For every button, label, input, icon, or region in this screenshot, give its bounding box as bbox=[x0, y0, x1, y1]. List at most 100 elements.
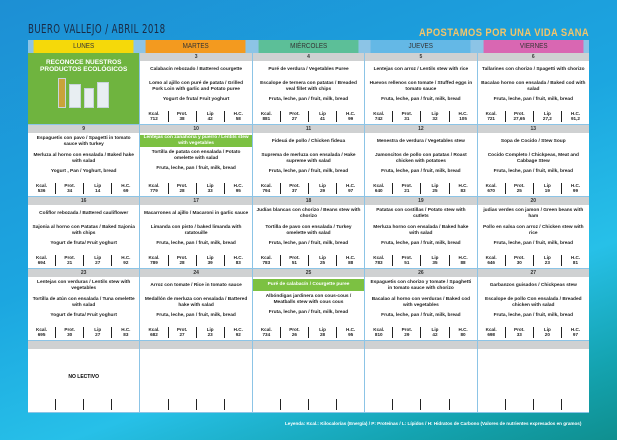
day-cell: 12 Menestra de verdura / Vegetables stew J… bbox=[365, 125, 477, 197]
nutrient-hc: H.C. 97 bbox=[336, 183, 364, 194]
nutrient-lip: Lip 27 bbox=[83, 327, 111, 338]
day-number: 19 bbox=[365, 197, 477, 205]
nutrient-kcal bbox=[28, 399, 55, 410]
first-course: Puré de verdura / Vegetables Puree bbox=[268, 66, 349, 72]
nutrition-row: Kcal. 881 Prot. 27 Lip 41 H.C. 99 bbox=[253, 111, 364, 122]
nutrient-prot bbox=[55, 399, 83, 410]
second-course: Escalope de pollo Con ensalada / Breaded… bbox=[485, 296, 582, 308]
day-number: 25 bbox=[252, 269, 365, 277]
nutrient-kcal: Kcal. 783 bbox=[373, 255, 385, 265]
nutrition-row bbox=[478, 399, 589, 410]
day-cell: 5 Lentejas con arroz / Lentils stew with … bbox=[365, 53, 477, 125]
dessert: Fruta, leche, pan / fruit, milk, bread bbox=[381, 169, 461, 174]
second-course: Tortilla de atún con ensalada / Tuna ome… bbox=[32, 296, 135, 308]
nutrition-row bbox=[140, 399, 251, 410]
nutrition-row: Kcal. 783 Prot. 51 Lip 25 H.C. 88 bbox=[253, 255, 364, 266]
nutrient-hc bbox=[448, 399, 477, 410]
nutrient-prot: Prot. 27 bbox=[279, 111, 308, 122]
dessert: Yogurt de fruta/ Fruit yoghurt bbox=[162, 97, 230, 102]
nutrient-lip bbox=[195, 399, 224, 410]
day-cell bbox=[140, 341, 252, 413]
nutrient-lip bbox=[420, 399, 448, 410]
day-header: MIÉRCOLES bbox=[258, 40, 359, 53]
nutrient-kcal bbox=[140, 399, 167, 410]
second-course: Medallón de merluza con ensalada / Batte… bbox=[144, 296, 248, 308]
nutrient-prot: Prot. 29 bbox=[392, 327, 420, 338]
nutrient-kcal: Kcal. 695 bbox=[36, 327, 48, 337]
second-course: Merluza horno con ensalada / Baked hake … bbox=[373, 224, 469, 236]
nutrient-kcal: Kcal. 794 bbox=[260, 183, 272, 193]
first-course: Espaguetis con pavo / Spagetti in tomato… bbox=[36, 135, 131, 147]
second-course: Escalope de ternera con patatas / Breade… bbox=[260, 80, 357, 92]
dessert: Fruta, leche, pan / fruit, milk, bread bbox=[156, 166, 236, 171]
nutrient-lip: Lip 27,2 bbox=[532, 111, 561, 122]
dessert: Fruta, leche, pan / fruit, milk, bread bbox=[268, 241, 349, 246]
nutrient-kcal: Kcal. 698 bbox=[485, 327, 497, 337]
day-number: 6 bbox=[477, 53, 589, 61]
first-course: Judías blancas con chorizo / Beans stew … bbox=[256, 207, 361, 219]
day-number: 23 bbox=[28, 269, 140, 277]
nutrient-kcal bbox=[478, 399, 505, 410]
nutrient-kcal: Kcal. 783 bbox=[260, 255, 272, 265]
second-course: Lomo al ajillo con puré de patata / Gril… bbox=[149, 80, 243, 92]
dessert: Fruta, leche, pan / fruit, milk, bread bbox=[493, 97, 574, 102]
day-number: 3 bbox=[140, 53, 252, 61]
nutrient-lip: Lip 14 bbox=[83, 183, 111, 194]
day-cell: 6 Tallarines con chorizo / Spagetti with … bbox=[477, 53, 589, 125]
dessert: Yogurt de fruta/ Fruit yoghurt bbox=[50, 313, 117, 318]
first-course: judias verdes con jamon / Green beans wi… bbox=[483, 207, 584, 219]
first-course: Espaguetis con chorizo y tomate / Spaghe… bbox=[370, 279, 472, 291]
first-course: Puré de calabacín / Courgette puree bbox=[252, 279, 365, 291]
day-number: 13 bbox=[477, 125, 589, 133]
day-number bbox=[365, 341, 477, 349]
nutrient-prot: Prot. 51 bbox=[392, 255, 420, 266]
nutrient-hc: H.C. 88 bbox=[336, 255, 364, 266]
nutrient-kcal: Kcal. 789 bbox=[148, 255, 160, 265]
nutrient-lip: Lip 27 bbox=[83, 255, 111, 266]
day-number: 5 bbox=[365, 53, 477, 61]
nutrition-row: Kcal. 810 Prot. 29 Lip 42 H.C. 80 bbox=[365, 327, 476, 338]
nutrient-prot: Prot. 30 bbox=[55, 327, 83, 338]
day-number: 20 bbox=[477, 197, 589, 205]
nutrient-lip: Lip 28 bbox=[307, 327, 336, 338]
nutrition-row: Kcal. 712 Prot. 38 Lip 42 H.C. 58 bbox=[140, 111, 251, 122]
nutrient-kcal: Kcal. 881 bbox=[260, 111, 272, 121]
second-course: Suprema de merluza con ensalada / Hake s… bbox=[261, 152, 356, 164]
day-cell: NO LECTIVO bbox=[28, 341, 140, 413]
day-number: 9 bbox=[28, 125, 140, 133]
nutrient-lip: Lip 42 bbox=[195, 111, 224, 122]
nutrient-lip: Lip 23 bbox=[532, 255, 561, 266]
day-cell: 20 judias verdes con jamon / Green beans … bbox=[477, 197, 589, 269]
nutrient-kcal: Kcal. 694 bbox=[36, 255, 48, 265]
nutrient-lip: Lip 29 bbox=[307, 183, 336, 194]
nutrient-hc: H.C. 95 bbox=[223, 183, 252, 194]
second-course: Huevos rellenos con tomate / Stuffed egg… bbox=[369, 80, 473, 92]
nutrient-prot: Prot. 25 bbox=[504, 183, 533, 194]
day-cell: 19 Patatas con costillas / Potato stew wi… bbox=[365, 197, 477, 269]
day-header: MARTES bbox=[145, 40, 247, 53]
second-course: Sajonia al horno con Patatas / Baked Saj… bbox=[32, 224, 135, 236]
nutrient-hc: H.C. 99 bbox=[560, 183, 589, 194]
nutrient-hc: H.C. 83 bbox=[448, 183, 477, 194]
nutrient-hc: H.C. 58 bbox=[223, 111, 252, 122]
nutrient-hc: H.C. 88 bbox=[448, 255, 477, 266]
second-course: Tortilla de pavo con ensalada / Turkey o… bbox=[265, 224, 352, 236]
day-cell: 11 Fideuá de pollo / Chicken fideua Suprem… bbox=[252, 125, 365, 197]
first-course: Lentejas con arroz / Lentils stew with r… bbox=[373, 66, 469, 72]
nutrition-row: Kcal. 694 Prot. 21 Lip 27 H.C. 92 bbox=[28, 255, 139, 266]
day-cell: 24 Arroz con tomate / Rice in tomato sauc… bbox=[140, 269, 252, 341]
first-course: Tallarines con chorizo / Spagetti with c… bbox=[482, 66, 585, 72]
nutrient-prot: Prot. 27 bbox=[167, 327, 196, 338]
nutrient-hc: H.C. 83 bbox=[223, 255, 252, 266]
day-number bbox=[28, 341, 140, 349]
day-number: 16 bbox=[28, 197, 140, 205]
nutrition-row: Kcal. 721 Prot. 27,65 Lip 27,2 H.C. 91,2 bbox=[478, 111, 589, 122]
nutrient-hc: H.C. 95 bbox=[336, 327, 364, 338]
day-cell: 17 Macarrones al ajillo / Macaroni in gar… bbox=[140, 197, 252, 269]
dessert: Yogurt , Pan / Yoghurt, bread bbox=[50, 169, 117, 174]
nutrient-kcal: Kcal. 640 bbox=[373, 183, 385, 193]
nutrient-prot: Prot. 30 bbox=[504, 255, 533, 266]
nutrient-lip: Lip 19 bbox=[532, 183, 561, 194]
nutrient-lip: Lip 39 bbox=[195, 255, 224, 266]
nutrient-hc: H.C. 83 bbox=[111, 327, 139, 338]
